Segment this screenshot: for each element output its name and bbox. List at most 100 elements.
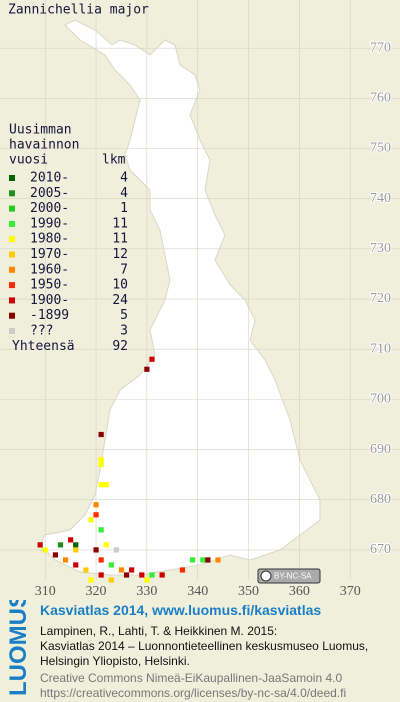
logo: LUOMUS: [5, 600, 32, 696]
y-tick-label: 700: [370, 392, 391, 407]
y-tick-label: 750: [370, 141, 391, 156]
legend-count: 5: [120, 308, 128, 323]
legend-count: 4: [120, 171, 128, 186]
legend-count: 3: [120, 324, 128, 339]
legend-label: 2010-: [30, 171, 69, 186]
legend-count: 10: [112, 278, 128, 293]
legend-label: 1960-: [30, 262, 69, 277]
occurrence-square: [42, 547, 48, 553]
occurrence-square: [190, 557, 196, 563]
occurrence-square: [93, 512, 99, 518]
x-tick-label: 320: [86, 584, 107, 599]
occurrence-square: [73, 562, 79, 568]
badge-box: [257, 568, 321, 584]
map: Zannichellia major BY-NC-SA 310 320 330 340…: [0, 0, 400, 599]
occurrence-square: [98, 557, 104, 563]
legend-count-heading: lkm: [102, 153, 126, 168]
legend-label: 2005-: [30, 186, 69, 201]
occurrence-square: [118, 567, 125, 573]
legend-swatch: [9, 190, 15, 197]
occurrence-square: [98, 431, 104, 438]
occurrence-square: [62, 557, 69, 563]
legend-swatch: [9, 175, 15, 181]
occurrence-square: [83, 567, 89, 573]
legend-label: 1900-: [30, 293, 69, 308]
occurrence-square: [113, 547, 119, 553]
citation-line: Helsingin Yliopisto, Helsinki.: [40, 654, 190, 668]
occurrence-square: [52, 552, 59, 558]
occurrence-square: [88, 577, 94, 583]
x-tick-label: 350: [238, 584, 259, 599]
badge-cc-icon: [260, 570, 272, 582]
legend-count: 11: [112, 232, 128, 247]
occurrence-square: [93, 547, 99, 553]
legend-swatch: [9, 312, 15, 319]
legend-label: -1899: [30, 308, 69, 323]
y-tick-label: 740: [370, 191, 391, 206]
legend-swatch: [9, 236, 15, 243]
occurrence-square: [159, 572, 165, 578]
legend-heading: Uusimman: [9, 123, 72, 138]
legend-swatch: [9, 266, 15, 273]
occurrence-square: [93, 502, 99, 508]
legend-heading: vuosi: [9, 153, 48, 168]
y-tick-label: 680: [370, 492, 391, 507]
occurrence-square: [98, 572, 104, 578]
legend-total-label: Yhteensä: [12, 339, 75, 354]
finland-outline: [39, 19, 321, 576]
legend-swatch: [9, 251, 15, 258]
occurrence-square: [149, 356, 155, 362]
occurrence-square: [139, 572, 145, 578]
legend-count: 11: [112, 216, 128, 231]
y-tick-label: 760: [370, 91, 391, 106]
legend-label: 1950-: [30, 278, 69, 293]
occurrence-square: [129, 567, 135, 573]
license-badge: BY-NC-SA: [257, 568, 321, 584]
logo-text: LUOMUS: [5, 600, 32, 696]
legend-count: 7: [120, 262, 128, 277]
legend-label: 1970-: [30, 247, 69, 262]
occurrence-square: [98, 527, 104, 533]
y-tick-label: 730: [370, 241, 391, 256]
occurrence-square: [68, 537, 74, 543]
legend-swatch: [9, 282, 15, 289]
x-tick-label: 370: [340, 584, 361, 599]
citation-line: Kasviatlas 2014 – Luonnontieteellinen ke…: [40, 639, 369, 653]
footer-link[interactable]: Kasviatlas 2014, www.luomus.fi/kasviatla…: [40, 602, 322, 618]
occurrence-square: [123, 572, 130, 578]
legend-heading: havainnon: [9, 138, 79, 153]
x-tick-label: 330: [136, 584, 157, 599]
occurrence-square: [73, 542, 79, 548]
citation-line: Lampinen, R., Lahti, T. & Heikkinen M. 2…: [40, 624, 278, 638]
occurrence-square: [103, 482, 109, 488]
legend-count: 4: [120, 186, 128, 201]
occurrence-square: [98, 482, 104, 488]
y-tick-label: 690: [370, 442, 391, 457]
occurrence-square: [179, 567, 186, 573]
occurrence-square: [37, 542, 43, 548]
legend-count: 12: [112, 247, 128, 262]
occurrence-square: [215, 557, 221, 563]
occurrence-square: [149, 572, 155, 578]
legend-swatch: [9, 328, 15, 334]
legend-label: 1990-: [30, 216, 69, 231]
y-tick-label: 720: [370, 291, 391, 306]
y-tick-label: 710: [370, 341, 391, 356]
occurrence-square: [88, 517, 94, 523]
legend-count: 1: [120, 201, 128, 216]
occurrence-square: [98, 462, 104, 468]
occurrence-square: [144, 366, 150, 372]
occurrence-square: [73, 547, 79, 553]
occurrence-square: [108, 562, 114, 568]
legend-swatch: [9, 220, 15, 227]
x-tick-label: 360: [289, 584, 310, 599]
legend-count: 24: [112, 293, 128, 308]
map-title: Zannichellia major: [8, 3, 149, 18]
legend-swatch: [9, 297, 15, 304]
license-line[interactable]: https://creativecommons.org/licenses/by-…: [40, 686, 347, 700]
occurrence-square: [98, 456, 104, 463]
y-tick-label: 670: [370, 542, 391, 557]
occurrence-square: [200, 557, 206, 563]
legend-label: 1980-: [30, 232, 69, 247]
